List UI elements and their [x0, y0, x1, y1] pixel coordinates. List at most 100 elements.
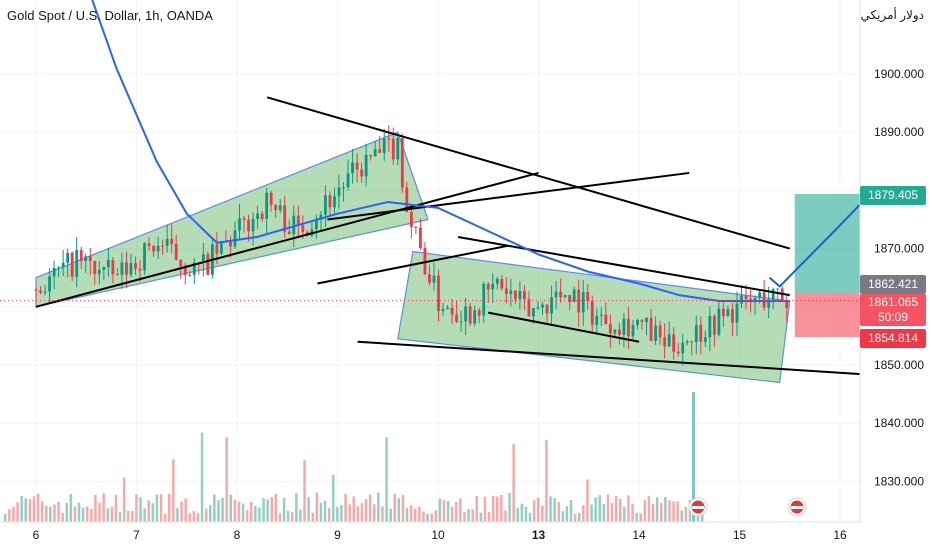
volume-bar [381, 506, 384, 522]
volume-bar [467, 509, 470, 522]
candle-body [532, 307, 535, 317]
volume-bar [500, 495, 503, 522]
volume-bar [701, 511, 704, 522]
volume-bar [430, 513, 433, 522]
candle-body [740, 295, 743, 304]
candle-body [342, 187, 345, 189]
candle-body [143, 243, 146, 271]
candle-body [780, 288, 784, 302]
volume-bar [311, 512, 314, 522]
candle-body [486, 283, 490, 290]
volume-bar [45, 505, 48, 522]
volume-bar [147, 500, 150, 522]
volume-bar [53, 504, 56, 522]
volume-bar [647, 496, 651, 522]
time-tick-label: 8 [234, 528, 241, 542]
volume-bar [139, 497, 142, 522]
volume-bar [348, 504, 351, 522]
volume-bar [635, 513, 638, 522]
candle-body [608, 324, 612, 334]
volume-bar [660, 503, 663, 522]
candle-body [179, 259, 183, 267]
trendlines [35, 96, 901, 378]
volume-bar [614, 496, 618, 522]
candle-body [731, 309, 734, 323]
candle-body [712, 315, 716, 335]
volume-bar [237, 501, 241, 522]
time-tick-label: 7 [133, 528, 140, 542]
volume-bar [102, 493, 105, 522]
volume-bar [385, 437, 388, 522]
time-tick-label: 14 [632, 528, 646, 542]
volume-bar [639, 513, 642, 522]
volume-bar [578, 513, 581, 522]
candle-body [134, 262, 137, 269]
candle-body [559, 291, 563, 298]
candle-body [52, 267, 56, 277]
volume-bar [122, 477, 126, 522]
volume-bar [696, 512, 700, 522]
candle-body [346, 173, 350, 188]
candle-body [129, 262, 133, 275]
candle-body [206, 254, 210, 275]
volume-bar [471, 509, 474, 522]
candle-body [43, 291, 47, 293]
volume-bar [282, 498, 286, 522]
volume-bar [4, 513, 7, 522]
price-tick-label: 1850.000 [874, 358, 924, 372]
candle-body [111, 260, 115, 275]
current-price-label: 1861.065 50:09 [860, 294, 926, 326]
volume-bar [127, 510, 130, 522]
volume-bar [373, 504, 376, 522]
candle-body [599, 314, 603, 316]
candle-body [699, 325, 703, 342]
candle-body [504, 288, 508, 295]
candle-body [414, 226, 418, 228]
volume-bar [241, 503, 245, 522]
volume-bar [409, 505, 413, 522]
candle-body [536, 307, 540, 309]
volume-bar [684, 506, 688, 522]
volume-bar [692, 392, 695, 522]
candle-body [468, 306, 472, 324]
candle-body [48, 276, 51, 292]
volume-bar [676, 501, 679, 522]
volume-bar [582, 505, 585, 522]
volume-bar [414, 508, 417, 522]
candle-body [572, 289, 576, 302]
volume-bar [28, 498, 32, 522]
volume-bar [163, 513, 167, 522]
candle-body [296, 215, 300, 226]
volume-bar [69, 494, 73, 522]
candle-body [387, 138, 391, 140]
volume-bar [209, 505, 212, 522]
volume-bar [438, 498, 442, 522]
candle-body [84, 256, 88, 262]
candle-body [278, 205, 282, 211]
volume-bar [561, 511, 565, 522]
volume-bar [504, 510, 507, 522]
volume-bar [40, 501, 44, 522]
candle-body [446, 307, 449, 310]
candle-body [391, 138, 395, 160]
volume-bar [151, 503, 155, 522]
volume-bar [586, 479, 589, 522]
volume-bar [487, 511, 491, 522]
volume-bar [323, 500, 327, 522]
candle-body [61, 262, 65, 268]
volume-bar [352, 496, 355, 522]
candle-body [513, 290, 517, 299]
candle-body [541, 304, 544, 308]
volume-bar [426, 513, 429, 522]
volume-bar [545, 440, 548, 522]
volume-bar [549, 496, 552, 522]
volume-bar [520, 503, 524, 522]
volume-bar [225, 437, 228, 522]
candle-body [314, 219, 318, 230]
candle-body [238, 218, 241, 231]
volume-bar [315, 492, 319, 522]
volume-bar [557, 502, 560, 522]
volume-bar [389, 508, 392, 522]
candle-body [577, 289, 581, 313]
